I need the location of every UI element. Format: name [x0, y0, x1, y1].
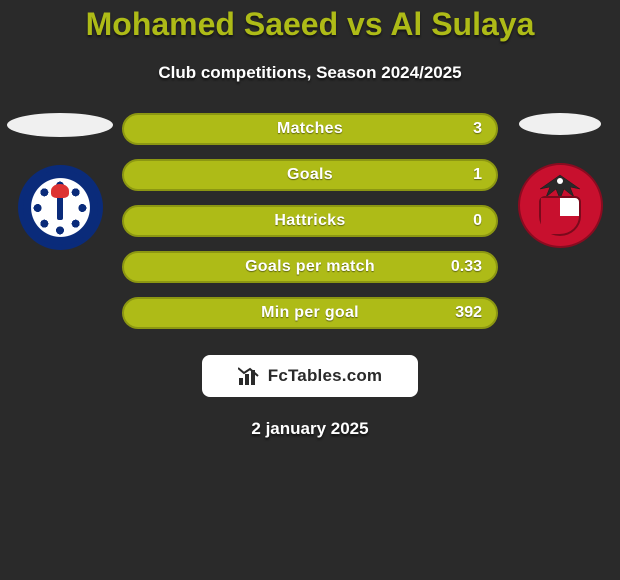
footer-date: 2 january 2025: [0, 419, 620, 439]
brand-text: FcTables.com: [268, 366, 383, 386]
torch-icon: [57, 196, 63, 220]
page-title: Mohamed Saeed vs Al Sulaya: [0, 6, 620, 43]
stat-right-gpm: 0.33: [451, 258, 482, 276]
brand-badge: FcTables.com: [202, 355, 418, 397]
stats-list: Matches 3 Goals 1 Hattricks 0 Goals per …: [120, 113, 500, 329]
stat-label-hattricks: Hattricks: [274, 212, 345, 230]
shield-icon: [539, 196, 581, 236]
stat-right-mpg: 392: [455, 304, 482, 322]
player-right-column: [500, 113, 620, 248]
player-right-avatar-placeholder: [519, 113, 601, 135]
player-left-column: [0, 113, 120, 250]
club-badge-left-inner: [32, 180, 88, 236]
stat-label-goals: Goals: [287, 166, 333, 184]
stat-right-hattricks: 0: [473, 212, 482, 230]
comparison-card: Mohamed Saeed vs Al Sulaya Club competit…: [0, 0, 620, 580]
player-left-avatar-placeholder: [7, 113, 113, 137]
club-badge-right-inner: [520, 165, 601, 246]
stat-row-goals: Goals 1: [122, 159, 498, 191]
bar-chart-icon: [238, 366, 262, 386]
stat-row-mpg: Min per goal 392: [122, 297, 498, 329]
stat-label-matches: Matches: [277, 120, 343, 138]
page-subtitle: Club competitions, Season 2024/2025: [0, 63, 620, 83]
stat-label-mpg: Min per goal: [261, 304, 359, 322]
content-columns: Matches 3 Goals 1 Hattricks 0 Goals per …: [0, 113, 620, 329]
stat-row-matches: Matches 3: [122, 113, 498, 145]
stat-row-hattricks: Hattricks 0: [122, 205, 498, 237]
stat-label-gpm: Goals per match: [245, 258, 375, 276]
stat-right-goals: 1: [473, 166, 482, 184]
club-badge-left: [18, 165, 103, 250]
club-badge-right: [518, 163, 603, 248]
stat-row-gpm: Goals per match 0.33: [122, 251, 498, 283]
stat-right-matches: 3: [473, 120, 482, 138]
